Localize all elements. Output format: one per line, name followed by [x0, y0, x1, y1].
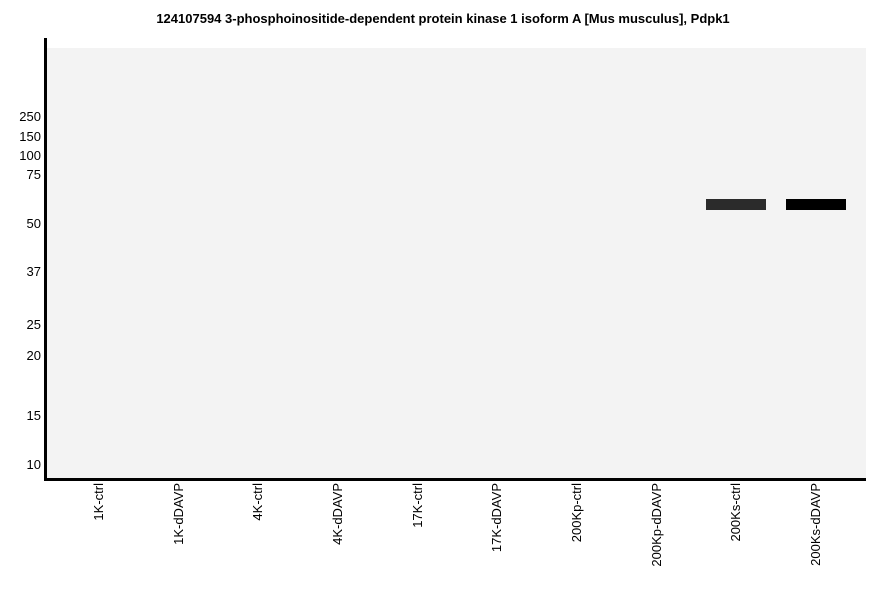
y-axis-spine	[44, 38, 47, 481]
x-tick-label-4K-dDAVP: 4K-dDAVP	[330, 483, 345, 545]
y-tick-label-25: 25	[26, 317, 41, 332]
y-tick-label-37: 37	[26, 264, 41, 279]
gel-plot-area	[47, 48, 866, 478]
x-axis-spine	[44, 478, 866, 481]
y-tick-label-10: 10	[26, 457, 41, 472]
chart-title: 124107594 3-phosphoinositide-dependent p…	[156, 11, 730, 26]
y-tick-label-20: 20	[26, 348, 41, 363]
x-tick-label-17K-ctrl: 17K-ctrl	[409, 483, 425, 528]
x-tick-label-1K-dDAVP: 1K-dDAVP	[170, 483, 186, 545]
y-tick-label-150: 150	[19, 129, 41, 144]
x-tick-label-200Ks-ctrl: 200Ks-ctrl	[728, 483, 744, 542]
protein-band-200Ks-dDAVP	[786, 199, 847, 210]
y-tick-label-100: 100	[19, 148, 41, 163]
y-tick-label-250: 250	[19, 109, 41, 124]
x-tick-label-1K-ctrl: 1K-ctrl	[91, 483, 106, 521]
x-tick-label-4K-ctrl: 4K-ctrl	[250, 483, 266, 521]
protein-band-200Ks-ctrl	[706, 199, 767, 210]
y-tick-label-75: 75	[26, 167, 41, 182]
x-tick-label-200Kp-dDAVP: 200Kp-dDAVP	[648, 483, 664, 567]
y-tick-label-15: 15	[26, 408, 41, 423]
x-tick-label-17K-dDAVP: 17K-dDAVP	[489, 483, 505, 553]
x-tick-label-200Ks-dDAVP: 200Ks-dDAVP	[808, 483, 824, 566]
y-tick-label-50: 50	[26, 216, 41, 231]
x-tick-label-200Kp-ctrl: 200Kp-ctrl	[569, 483, 585, 543]
